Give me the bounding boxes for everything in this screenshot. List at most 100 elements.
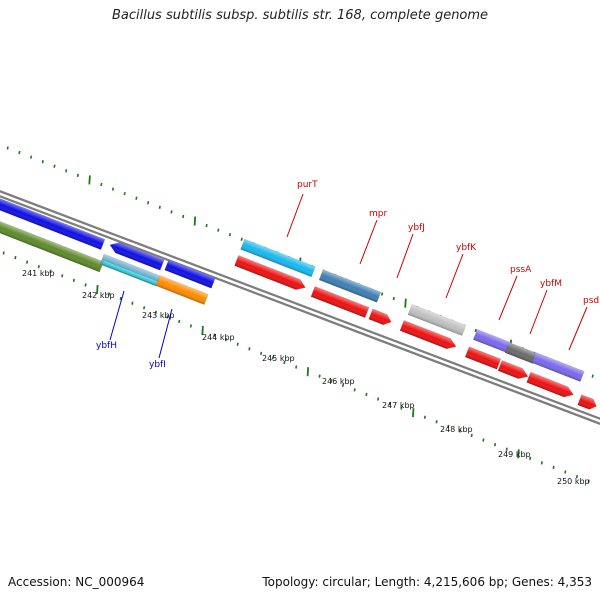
gene-label-ybfh[interactable]: ybfH: [96, 341, 117, 351]
minor-tick: [377, 397, 380, 401]
minor-tick: [131, 301, 134, 305]
minor-tick: [166, 315, 169, 319]
gene-feature-block: [0, 192, 106, 250]
gene-label-ybfk[interactable]: ybfK: [456, 243, 477, 253]
minor-tick: [213, 333, 216, 337]
kbp-label: 243 kbp: [142, 311, 175, 320]
minor-tick: [458, 429, 462, 433]
minor-tick: [2, 251, 5, 255]
kbp-label: 241 kbp: [22, 269, 55, 278]
minor-tick: [240, 237, 243, 241]
gene-leader-line: [286, 193, 304, 238]
minor-tick: [318, 374, 321, 378]
kbp-label: 242 kbp: [82, 291, 115, 300]
major-tick: [306, 367, 310, 377]
minor-tick: [260, 351, 263, 356]
minor-tick: [154, 310, 157, 314]
minor-tick: [6, 146, 9, 150]
minor-tick: [224, 338, 228, 342]
gene-label-purt[interactable]: purT: [297, 180, 318, 190]
gene-feature-block: [109, 242, 165, 271]
gene-leader-line: [359, 219, 378, 265]
minor-tick: [76, 173, 79, 178]
kbp-label: 245 kbp: [262, 354, 295, 363]
gene-label-psd[interactable]: psd: [583, 296, 599, 306]
minor-tick: [575, 474, 579, 479]
minor-tick: [540, 461, 543, 465]
minor-tick: [135, 196, 138, 200]
kbp-label: 250 kbp: [557, 477, 590, 486]
minor-tick: [30, 155, 33, 159]
minor-tick: [330, 379, 333, 383]
gene-leader-line: [498, 275, 518, 321]
kbp-label: 247 kbp: [382, 401, 415, 410]
kbp-label: 246 kbp: [322, 377, 355, 386]
minor-tick: [564, 470, 567, 474]
minor-tick: [591, 374, 594, 378]
gene-feature-block: [531, 352, 585, 382]
minor-tick: [248, 347, 251, 351]
minor-tick: [53, 164, 56, 168]
minor-tick: [49, 269, 52, 273]
minor-tick: [529, 456, 532, 460]
kbp-label: 244 kbp: [202, 333, 235, 342]
minor-tick: [341, 383, 345, 387]
minor-tick: [123, 191, 126, 196]
gene-feature-arrow: [234, 255, 306, 290]
gene-label-mpr[interactable]: mpr: [369, 209, 387, 219]
gene-feature-block: [164, 259, 216, 289]
gene-label-group: purT mpr ybfJ ybfK pssA ybfM psd ybfH ybfI: [96, 180, 599, 370]
minor-tick: [143, 306, 146, 310]
minor-tick: [41, 160, 44, 164]
minor-tick: [100, 182, 103, 187]
minor-tick: [271, 356, 274, 360]
minor-tick: [18, 150, 21, 155]
minor-tick: [182, 214, 185, 219]
gene-leader-line: [445, 253, 464, 299]
gene-label-pssa[interactable]: pssA: [510, 265, 532, 275]
gene-leader-line: [158, 308, 173, 359]
minor-tick: [147, 201, 150, 205]
minor-tick: [283, 360, 286, 365]
minor-tick: [470, 433, 473, 438]
accession-text: Accession: NC_000964: [8, 575, 145, 589]
minor-tick: [505, 447, 508, 451]
minor-tick: [119, 296, 122, 301]
minor-tick: [205, 223, 208, 228]
minor-tick: [84, 283, 87, 287]
gene-leader-line: [396, 233, 414, 279]
gene-label-ybfi[interactable]: ybfI: [149, 360, 166, 370]
major-tick: [96, 284, 99, 295]
minor-tick: [72, 278, 75, 283]
major-tick: [88, 175, 91, 185]
minor-tick: [423, 415, 426, 419]
kbp-label: 248 kbp: [440, 425, 473, 434]
gene-feature-block: [318, 269, 382, 303]
minor-tick: [392, 296, 395, 301]
minor-tick: [482, 438, 485, 442]
major-tick: [412, 408, 415, 418]
minor-tick: [37, 265, 40, 269]
minor-tick: [178, 319, 181, 324]
minor-tick: [61, 274, 64, 278]
gene-feature-arrow: [464, 346, 502, 370]
minor-tick: [353, 388, 356, 392]
major-tick: [404, 298, 407, 308]
map-title: Bacillus subtilis subsp. subtilis str. 1…: [111, 8, 489, 23]
minor-tick: [111, 187, 115, 191]
gene-label-ybfj[interactable]: ybfJ: [408, 223, 425, 233]
genome-backbone: [0, 190, 600, 425]
minor-tick: [217, 228, 220, 232]
major-tick: [201, 326, 204, 336]
minor-tick: [189, 324, 192, 328]
major-tick: [193, 216, 197, 226]
gene-leader-line: [568, 306, 588, 351]
minor-tick: [228, 233, 232, 237]
minor-tick: [170, 210, 173, 214]
minor-tick: [26, 260, 29, 264]
gene-label-ybfm[interactable]: ybfM: [540, 279, 562, 289]
gene-feature-arrow: [399, 320, 457, 350]
inner-tick-ring: [2, 251, 590, 483]
gene-feature-block: [155, 275, 209, 305]
